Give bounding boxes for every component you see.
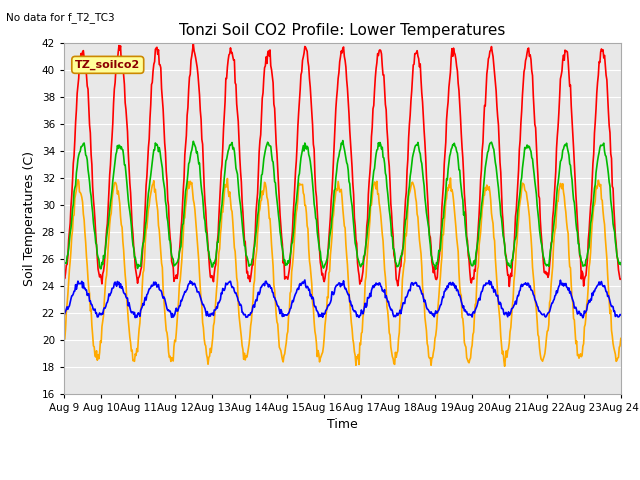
Tree -8cm [426, 355, 434, 360]
Tree -8cm [184, 179, 192, 184]
Open -8cm [127, 206, 135, 212]
Tree -16cm [428, 309, 435, 315]
Line: Open -8cm: Open -8cm [64, 44, 621, 287]
Open -8cm [214, 232, 222, 238]
Tree -8cm [60, 337, 68, 343]
Tree -8cm [617, 336, 625, 341]
Tree -16cm [617, 312, 625, 317]
Open -8cm [411, 51, 419, 57]
Line: Tree -16cm: Tree -16cm [64, 280, 621, 318]
Tree -8cm [214, 278, 221, 284]
Open -8cm [70, 153, 78, 158]
Open -8cm [428, 244, 435, 250]
Open -16cm [214, 239, 221, 245]
Tree -16cm [411, 280, 419, 286]
Tree -8cm [410, 184, 418, 190]
Open -16cm [432, 266, 440, 272]
Legend: Open -8cm, Tree -8cm, Open -16cm, Tree -16cm: Open -8cm, Tree -8cm, Open -16cm, Tree -… [144, 476, 541, 480]
Line: Tree -8cm: Tree -8cm [64, 178, 621, 366]
Tree -16cm [214, 305, 221, 311]
Open -16cm [428, 252, 435, 258]
Open -16cm [339, 138, 347, 144]
Open -16cm [60, 261, 68, 267]
Line: Open -16cm: Open -16cm [64, 141, 621, 269]
Open -8cm [60, 275, 68, 280]
Title: Tonzi Soil CO2 Profile: Lower Temperatures: Tonzi Soil CO2 Profile: Lower Temperatur… [179, 23, 506, 38]
Y-axis label: Soil Temperatures (C): Soil Temperatures (C) [23, 151, 36, 286]
Tree -8cm [127, 348, 135, 354]
Tree -16cm [579, 315, 587, 321]
Tree -16cm [184, 283, 192, 288]
Tree -16cm [127, 310, 135, 316]
Open -16cm [70, 189, 78, 194]
Open -8cm [184, 105, 192, 110]
Open -8cm [189, 41, 197, 47]
Tree -8cm [500, 363, 508, 369]
Open -8cm [506, 284, 513, 289]
Text: TZ_soilco2: TZ_soilco2 [75, 60, 140, 70]
Tree -16cm [301, 277, 308, 283]
Open -8cm [617, 276, 625, 282]
Open -16cm [127, 223, 135, 229]
Open -16cm [411, 144, 419, 150]
Tree -16cm [60, 313, 68, 319]
Tree -16cm [70, 288, 78, 294]
Tree -8cm [447, 175, 454, 181]
X-axis label: Time: Time [327, 418, 358, 431]
Open -16cm [617, 262, 625, 267]
Tree -8cm [70, 212, 78, 218]
Text: No data for f_T2_TC3: No data for f_T2_TC3 [6, 12, 115, 23]
Open -16cm [184, 170, 192, 176]
